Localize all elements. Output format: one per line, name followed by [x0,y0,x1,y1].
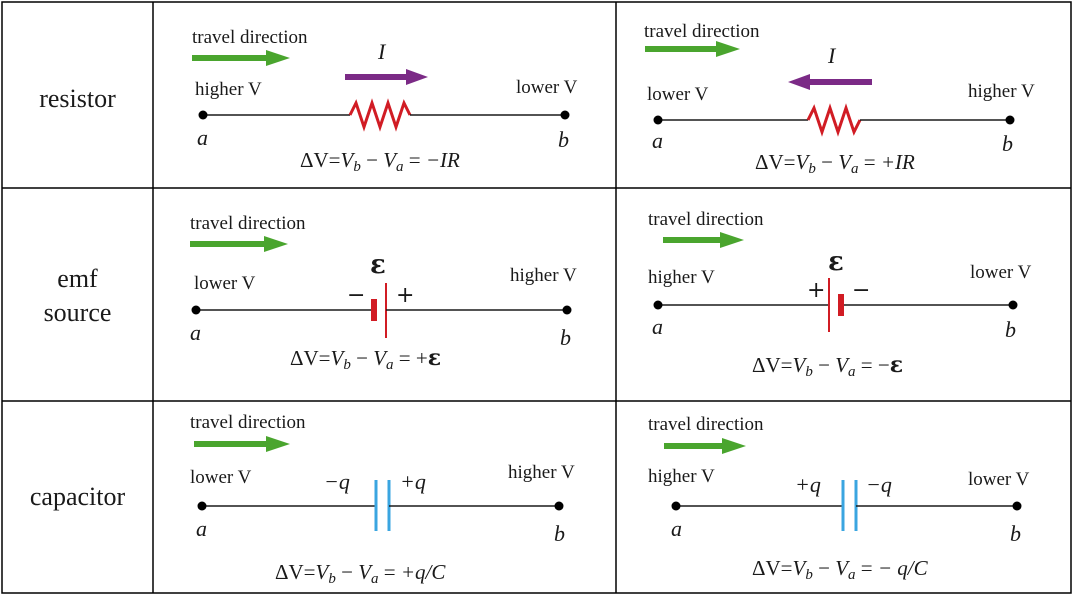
point-a-dot [653,115,663,125]
point-a-label: a [671,516,682,541]
travel-arrow-icon [663,232,744,248]
point-b-dot [560,110,570,120]
point-b-label: b [554,521,565,546]
point-a-label: a [190,320,201,345]
travel-arrow-icon [645,41,740,57]
point-b-dot [1005,115,1015,125]
negative-charge-label: −q [324,469,350,494]
minus-sign: − [852,278,871,303]
point-a-dot [197,501,207,511]
lower-v-label: lower V [516,77,578,98]
minus-sign: − [347,283,366,308]
emf-left-diagram [190,236,572,338]
travel-direction-label: travel direction [648,209,764,230]
higher-v-label: higher V [508,462,575,483]
point-b-label: b [1005,317,1016,342]
point-a-label: a [197,125,208,150]
point-b-dot [554,501,564,511]
current-arrow-icon [345,69,428,85]
point-a-dot [191,305,201,315]
current-label: I [378,39,386,64]
travel-direction-label: travel direction [192,27,308,48]
equation-resistor-right: ΔV=Vb − Va = +IR [755,150,915,177]
row-label-capacitor: capacitor [29,482,126,511]
point-a-label: a [652,314,663,339]
equation-capacitor-right: ΔV=Vb − Va = − q/C [752,556,928,583]
negative-charge-label: −q [866,472,892,497]
travel-arrow-icon [192,50,290,66]
travel-direction-label: travel direction [190,412,306,433]
positive-charge-label: +q [400,469,426,494]
row-label-emf: emf source [2,262,153,330]
lower-v-label: lower V [968,469,1030,490]
lower-v-label: lower V [194,273,256,294]
point-a-dot [198,110,208,120]
higher-v-label: higher V [968,81,1035,102]
plus-sign: + [807,278,826,303]
equation-emf-left: ΔV=Vb − Va = +ε [290,345,442,373]
point-b-dot [562,305,572,315]
lower-v-label: lower V [190,467,252,488]
lower-v-label: lower V [647,84,709,105]
resistor-icon [806,103,862,137]
battery-negative-plate-icon [371,299,377,321]
travel-direction-label: travel direction [648,414,764,435]
point-b-dot [1012,501,1022,511]
current-label: I [828,43,836,68]
higher-v-label: higher V [195,79,262,100]
resistor-left-diagram [192,50,570,132]
point-a-dot [653,300,663,310]
equation-emf-right: ΔV=Vb − Va = −ε [752,352,904,380]
travel-arrow-icon [664,438,746,454]
capacitor-right-diagram [664,438,1022,531]
current-arrow-icon [788,74,872,90]
point-b-label: b [560,325,571,350]
row-label-emf-line1: emf [57,264,98,293]
point-a-label: a [652,128,663,153]
emf-symbol: ε [828,247,844,277]
emf-right-diagram [653,232,1018,332]
point-b-label: b [1010,521,1021,546]
point-b-dot [1008,300,1018,310]
point-a-dot [671,501,681,511]
row-label-resistor: resistor [39,84,116,113]
higher-v-label: higher V [510,265,577,286]
positive-charge-label: +q [795,472,821,497]
resistor-icon [348,98,412,132]
point-b-label: b [1002,131,1013,156]
equation-capacitor-left: ΔV=Vb − Va = +q/C [275,560,446,587]
battery-negative-plate-icon [838,294,844,316]
higher-v-label: higher V [648,466,715,487]
point-a-label: a [196,516,207,541]
travel-arrow-icon [190,236,288,252]
emf-symbol: ε [370,250,386,280]
lower-v-label: lower V [970,262,1032,283]
equation-resistor-left: ΔV=Vb − Va = −IR [300,148,460,175]
higher-v-label: higher V [648,267,715,288]
travel-direction-label: travel direction [190,213,306,234]
capacitor-left-diagram [194,436,564,531]
travel-arrow-icon [194,436,290,452]
plus-sign: + [396,283,415,308]
row-label-emf-line2: source [43,298,112,327]
resistor-right-diagram [645,41,1015,137]
point-b-label: b [558,127,569,152]
travel-direction-label: travel direction [644,21,760,42]
